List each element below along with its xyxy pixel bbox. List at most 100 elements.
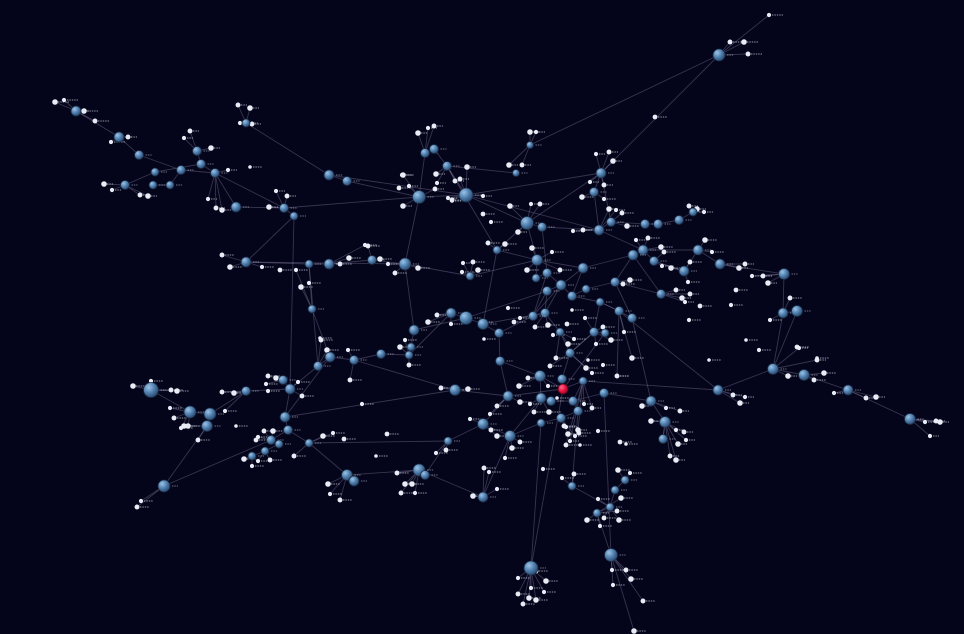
graph-hub-node[interactable] [324, 351, 343, 363]
graph-leaf-node[interactable] [481, 465, 496, 471]
graph-hub-node[interactable] [656, 289, 674, 299]
graph-leaf-node[interactable] [259, 264, 274, 270]
graph-leaf-node[interactable] [488, 219, 503, 225]
graph-leaf-node[interactable] [168, 387, 183, 393]
graph-leaf-node[interactable] [733, 287, 748, 293]
graph-hub-node[interactable] [504, 430, 524, 442]
graph-leaf-node[interactable] [681, 429, 693, 435]
graph-leaf-node[interactable] [567, 438, 579, 444]
graph-leaf-node[interactable] [247, 105, 259, 111]
graph-hub-node[interactable] [604, 548, 626, 562]
graph-hub-node[interactable] [465, 271, 482, 281]
graph-leaf-node[interactable] [480, 211, 495, 217]
graph-leaf-node[interactable] [652, 114, 667, 120]
graph-leaf-node[interactable] [563, 424, 578, 430]
graph-hub-node[interactable] [192, 146, 210, 156]
graph-hub-node[interactable] [593, 224, 612, 236]
graph-leaf-node[interactable] [174, 388, 189, 394]
graph-leaf-node[interactable] [555, 396, 569, 400]
graph-leaf-node[interactable] [667, 453, 679, 459]
graph-leaf-node[interactable] [330, 430, 345, 436]
graph-leaf-node[interactable] [266, 204, 278, 210]
graph-hub-node[interactable] [134, 150, 152, 160]
graph-hub-node[interactable] [442, 161, 460, 171]
graph-leaf-node[interactable] [205, 196, 217, 202]
graph-hub-node[interactable] [176, 165, 194, 175]
graph-leaf-node[interactable] [327, 491, 342, 497]
graph-leaf-node[interactable] [337, 497, 352, 503]
graph-hub-node[interactable] [653, 219, 671, 229]
graph-hub-node[interactable] [230, 201, 249, 213]
graph-leaf-node[interactable] [457, 176, 469, 182]
graph-hub-node[interactable] [536, 418, 553, 428]
graph-leaf-node[interactable] [600, 324, 615, 330]
graph-leaf-node[interactable] [593, 341, 608, 347]
graph-leaf-node[interactable] [482, 337, 496, 341]
graph-hub-node[interactable] [568, 396, 586, 406]
graph-leaf-node[interactable] [578, 443, 592, 447]
graph-leaf-node[interactable] [701, 209, 713, 215]
graph-leaf-node[interactable] [595, 428, 610, 434]
graph-leaf-node[interactable] [511, 319, 526, 325]
graph-leaf-node[interactable] [537, 201, 549, 207]
graph-leaf-node[interactable] [299, 393, 314, 399]
graph-leaf-node[interactable] [767, 317, 782, 323]
graph-leaf-node[interactable] [617, 439, 632, 445]
graph-leaf-node[interactable] [576, 430, 591, 436]
graph-hub-node[interactable] [573, 406, 591, 416]
graph-leaf-node[interactable] [619, 210, 634, 216]
graph-hub-node[interactable] [577, 262, 596, 274]
graph-hub-node[interactable] [688, 207, 705, 217]
graph-leaf-node[interactable] [553, 355, 568, 361]
graph-hub-node[interactable] [260, 446, 277, 456]
graph-leaf-node[interactable] [683, 437, 695, 443]
graph-hub-node[interactable] [241, 386, 259, 396]
graph-hub-node[interactable] [658, 434, 676, 444]
graph-leaf-node[interactable] [673, 287, 685, 293]
graph-leaf-node[interactable] [293, 267, 308, 273]
graph-leaf-node[interactable] [589, 370, 604, 376]
graph-leaf-node[interactable] [616, 517, 631, 523]
graph-hub-node[interactable] [904, 413, 924, 425]
graph-leaf-node[interactable] [253, 437, 268, 443]
graph-leaf-node[interactable] [524, 267, 539, 273]
graph-leaf-node[interactable] [559, 475, 574, 481]
graph-leaf-node[interactable] [600, 362, 615, 368]
graph-leaf-node[interactable] [480, 193, 492, 199]
graph-leaf-node[interactable] [377, 256, 392, 262]
graph-hub-node[interactable] [342, 176, 360, 186]
graph-hub-node[interactable] [567, 291, 585, 301]
graph-leaf-node[interactable] [433, 171, 445, 177]
graph-leaf-node[interactable] [443, 447, 458, 453]
graph-leaf-node[interactable] [601, 196, 616, 202]
graph-hub-node[interactable] [240, 256, 259, 268]
graph-hub-node[interactable] [610, 485, 627, 495]
graph-leaf-node[interactable] [527, 401, 542, 407]
graph-leaf-node[interactable] [520, 601, 535, 607]
graph-hub-node[interactable] [120, 180, 138, 190]
graph-leaf-node[interactable] [615, 374, 629, 378]
graph-hub-node[interactable] [542, 286, 560, 296]
graph-leaf-node[interactable] [400, 203, 412, 209]
graph-leaf-node[interactable] [811, 377, 826, 383]
graph-leaf-node[interactable] [709, 249, 724, 255]
graph-hub-node[interactable] [502, 390, 521, 402]
graph-hub-node[interactable] [595, 167, 614, 179]
graph-leaf-node[interactable] [486, 469, 501, 475]
graph-hub-node[interactable] [307, 304, 324, 314]
graph-leaf-node[interactable] [431, 123, 443, 129]
selected-node[interactable] [557, 383, 569, 395]
graph-leaf-node[interactable] [627, 470, 642, 476]
graph-hub-node[interactable] [70, 105, 89, 117]
graph-hub-node[interactable] [449, 384, 469, 396]
graph-hub-node[interactable] [203, 407, 224, 421]
graph-leaf-node[interactable] [101, 181, 113, 187]
graph-hub-node[interactable] [477, 491, 496, 503]
graph-leaf-node[interactable] [937, 419, 949, 425]
graph-leaf-node[interactable] [707, 358, 721, 362]
graph-leaf-node[interactable] [742, 261, 754, 267]
graph-hub-node[interactable] [157, 479, 178, 493]
graph-hub-node[interactable] [376, 349, 394, 359]
